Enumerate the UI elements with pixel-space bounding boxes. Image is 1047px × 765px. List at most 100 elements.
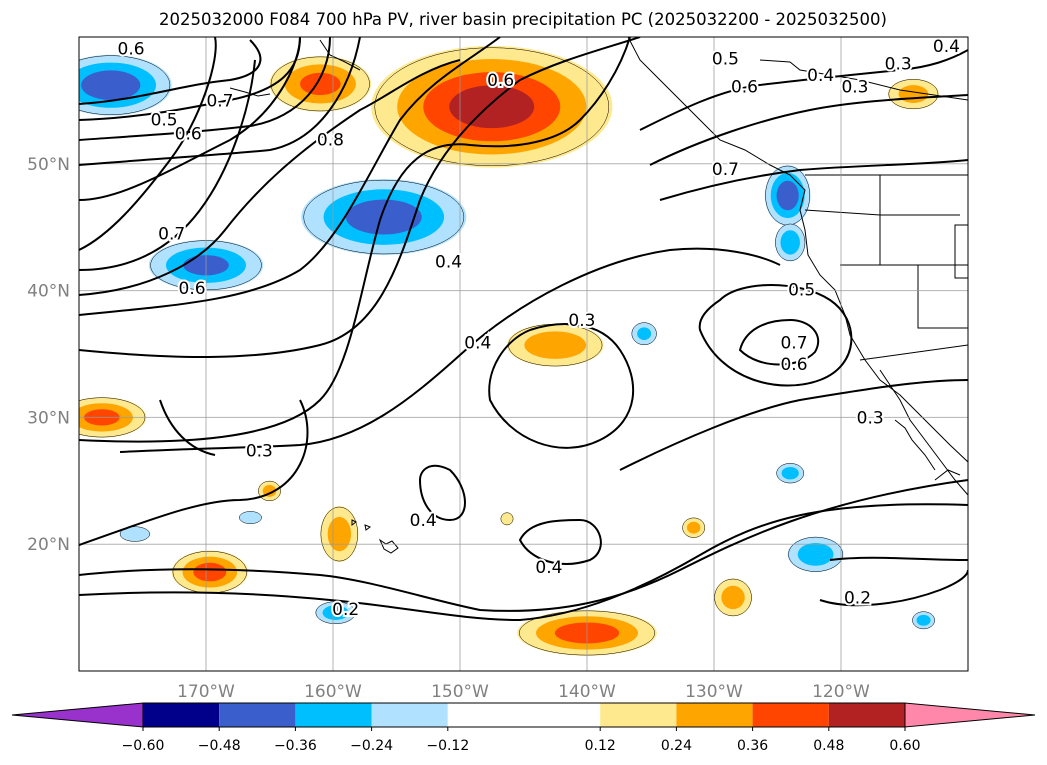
- lon-tick-label: 160°W: [304, 682, 362, 702]
- colorbar-segment: [828, 703, 905, 727]
- shaded-region: [320, 506, 359, 562]
- lon-tick-label: 120°W: [812, 682, 870, 702]
- shaded-region: [500, 512, 514, 526]
- pv-contour-line: [649, 94, 968, 166]
- pv-contour-line: [79, 59, 256, 271]
- shaded-region: [79, 54, 172, 116]
- pv-contours: [79, 37, 968, 622]
- shaded-region: [912, 611, 935, 630]
- map-area: 0.60.60.50.60.70.80.70.60.40.30.40.50.60…: [79, 37, 968, 671]
- contour-label: 0.7: [158, 225, 185, 245]
- shading-outline: [775, 223, 806, 262]
- lon-tick-label: 170°W: [177, 682, 235, 702]
- pv-contour-line: [79, 37, 301, 201]
- coastline: [859, 344, 968, 361]
- contour-label: 0.6: [118, 39, 145, 59]
- contour-label: 0.6: [179, 279, 206, 299]
- colorbar-extend-high: [904, 702, 1036, 728]
- lat-tick-label: 20°N: [27, 535, 70, 555]
- pv-contour-line: [819, 569, 968, 607]
- colorbar-segment: [752, 703, 829, 727]
- pv-contour-line: [159, 399, 216, 456]
- pv-contour-line: [79, 59, 461, 296]
- shaded-region: [258, 480, 281, 502]
- colorbar-tick-label: −0.12: [426, 738, 469, 754]
- shading-band: [916, 614, 931, 626]
- colorbar-tick-label: 0.48: [813, 738, 844, 754]
- map-frame: [78, 36, 969, 672]
- pv-contour-line: [79, 399, 309, 546]
- latitude-tick-labels: 20°N 30°N 40°N 50°N: [27, 155, 70, 555]
- contour-label: 0.3: [885, 55, 912, 75]
- shading-outline: [315, 601, 356, 624]
- shaded-region: [774, 223, 806, 262]
- shading-outline: [682, 517, 706, 538]
- lat-tick-label: 30°N: [27, 408, 70, 428]
- contour-label: 0.4: [535, 558, 562, 578]
- coastline: [627, 37, 968, 463]
- contour-label: 0.4: [464, 334, 491, 354]
- shading-outline: [239, 511, 262, 524]
- pv-contour-line: [738, 318, 820, 366]
- colorbar-extend-low: [11, 702, 144, 728]
- colorbar-frame: [142, 702, 906, 728]
- colorbar-tick-label: −0.36: [274, 738, 317, 754]
- contour-label: 0.6: [731, 77, 758, 97]
- colorbar-segment: [676, 703, 753, 727]
- contour-label: 0.6: [780, 355, 807, 375]
- shading-outline: [912, 611, 935, 630]
- colorbar: −0.60 −0.48 −0.36 −0.24 −0.12 0.12 0.24 0.36 0.4…: [11, 702, 1036, 754]
- coastline: [351, 519, 357, 526]
- shading-outline: [270, 56, 370, 112]
- shaded-region: [171, 550, 248, 594]
- coastline: [954, 224, 968, 279]
- pv-contour-line: [79, 37, 631, 443]
- shaded-region: [682, 517, 706, 538]
- pv-contour-line: [79, 503, 968, 622]
- colorbar-tick-label: 0.24: [661, 738, 692, 754]
- shading-outline: [320, 506, 359, 562]
- shading-outline: [79, 55, 171, 115]
- lon-tick-label: 140°W: [558, 682, 616, 702]
- contour-label: 0.2: [844, 588, 871, 608]
- contour-label: 0.4: [410, 511, 437, 531]
- pv-contour-line: [619, 379, 968, 471]
- colorbar-tick-label: 0.36: [737, 738, 768, 754]
- colorbar-tick-label: −0.60: [122, 738, 165, 754]
- coastline: [917, 265, 968, 329]
- pv-contour-line: [119, 247, 781, 453]
- contour-label: 0.4: [933, 37, 960, 57]
- contour-label: 0.7: [206, 91, 233, 111]
- shading-band: [524, 331, 587, 359]
- contour-label: 0.3: [568, 311, 595, 331]
- contour-label: 0.3: [857, 408, 884, 428]
- contour-label: 0.8: [317, 131, 344, 151]
- pv-contour-line: [79, 37, 641, 358]
- contour-label: 0.3: [246, 441, 273, 461]
- shading-outline: [888, 79, 939, 110]
- shaded-region: [269, 56, 372, 112]
- colorbar-segment: [219, 703, 296, 727]
- shading-band: [898, 85, 929, 103]
- shading-outline: [374, 47, 610, 167]
- shaded-region: [315, 601, 356, 625]
- shaded-region: [631, 322, 657, 346]
- shaded-region: [506, 323, 604, 367]
- shading-band: [239, 511, 262, 524]
- shading-outline: [776, 463, 805, 484]
- shading-outline: [788, 536, 843, 572]
- colorbar-tick-label: −0.24: [350, 738, 393, 754]
- colorbar-segment: [371, 703, 448, 727]
- pv-contour-line: [79, 37, 217, 251]
- lon-tick-label: 150°W: [431, 682, 489, 702]
- pv-contour-line: [488, 323, 634, 449]
- shaded-region: [371, 45, 613, 168]
- pv-contour-line: [79, 479, 968, 612]
- shaded-region: [787, 536, 844, 573]
- colorbar-segment: [447, 703, 601, 727]
- shading-band: [81, 70, 141, 100]
- coastline: [759, 59, 968, 101]
- contour-label: 0.7: [780, 334, 807, 354]
- pv-contour-line: [418, 464, 466, 522]
- shading-outline: [258, 480, 281, 502]
